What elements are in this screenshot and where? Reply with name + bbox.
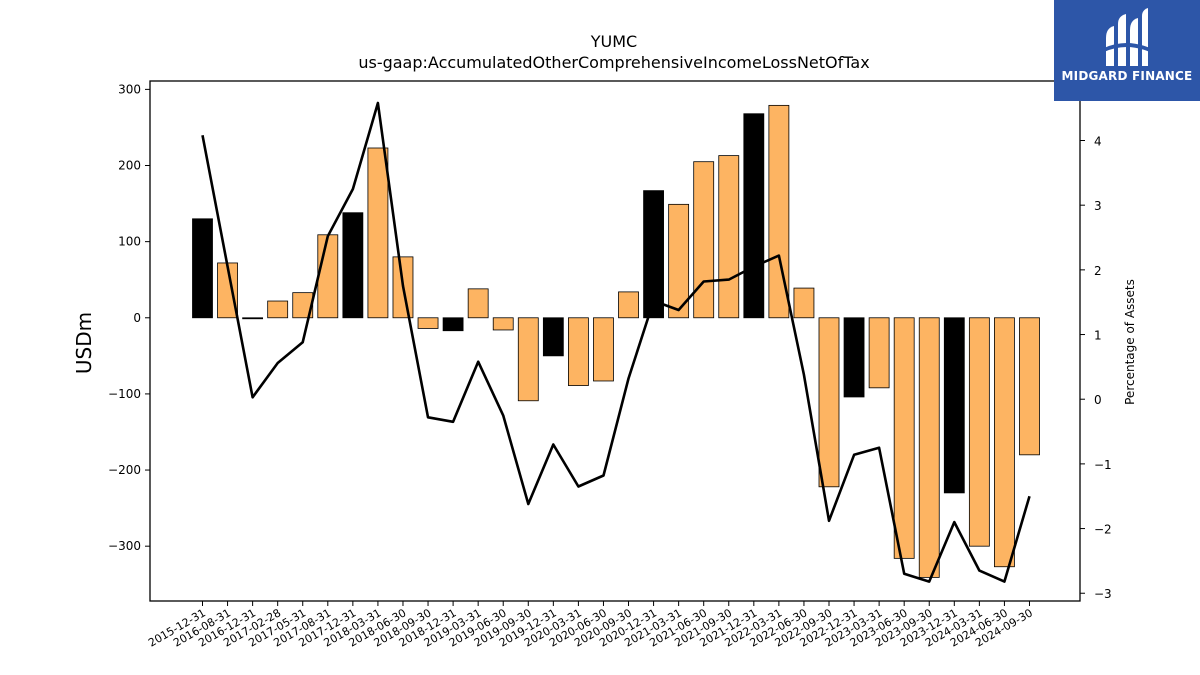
bar: [994, 317, 1015, 568]
y-tick-label: 100: [118, 235, 141, 249]
y2-axis-label: Percentage of Assets: [1123, 279, 1137, 405]
bar: [743, 113, 765, 319]
logo-mark-icon: [1104, 8, 1150, 66]
y2-tick-label: −2: [1094, 523, 1112, 537]
bar: [843, 317, 865, 398]
bar: [1019, 317, 1040, 456]
y2-tick-label: 4: [1094, 135, 1102, 149]
bar: [918, 317, 940, 578]
y2-tick-label: 1: [1094, 329, 1102, 343]
y-tick-label: −200: [108, 463, 141, 477]
y2-tick-label: 0: [1094, 393, 1102, 407]
bar: [467, 288, 489, 319]
bar: [768, 104, 790, 319]
y2-tick-label: −3: [1094, 587, 1112, 601]
brand-name: MIDGARD FINANCE: [1061, 69, 1193, 83]
y-tick-label: −300: [108, 539, 141, 553]
y-tick-label: 0: [133, 311, 141, 325]
bar: [317, 234, 339, 319]
bar: [668, 203, 690, 319]
brand-logo: MIDGARD FINANCE: [1054, 0, 1200, 101]
bar: [267, 300, 289, 319]
y2-tick-label: 3: [1094, 199, 1102, 213]
bar: [342, 212, 364, 319]
chart-subtitle: us-gaap:AccumulatedOtherComprehensiveInc…: [358, 53, 869, 72]
bar: [618, 291, 639, 319]
bar: [492, 317, 514, 331]
bar: [943, 317, 965, 494]
bar: [893, 317, 915, 559]
bar: [192, 218, 213, 319]
bar: [868, 317, 890, 389]
plot-frame: [149, 80, 1081, 602]
y2-tick-label: 2: [1094, 264, 1102, 278]
y2-tick-label: −1: [1094, 458, 1112, 472]
y-tick-label: 300: [118, 82, 141, 96]
bar: [242, 317, 264, 320]
plot-area: 3002001000−100−200−30043210−1−2−32015-12…: [108, 80, 1112, 650]
y-tick-label: −100: [108, 387, 141, 401]
bar: [593, 317, 614, 382]
series-line: [201, 101, 1031, 583]
bar: [643, 190, 664, 319]
bar: [367, 147, 389, 319]
bar: [417, 317, 439, 329]
bar: [517, 317, 539, 402]
bar: [793, 287, 815, 319]
bar: [968, 317, 990, 547]
chart-title: YUMC: [590, 32, 637, 51]
bar: [568, 317, 589, 386]
y-tick-label: 200: [118, 159, 141, 173]
bar: [693, 161, 715, 319]
bar: [718, 155, 740, 319]
bar: [818, 317, 840, 488]
bar: [542, 317, 564, 357]
y-axis-label: USDm: [72, 312, 96, 374]
bar: [442, 317, 464, 332]
